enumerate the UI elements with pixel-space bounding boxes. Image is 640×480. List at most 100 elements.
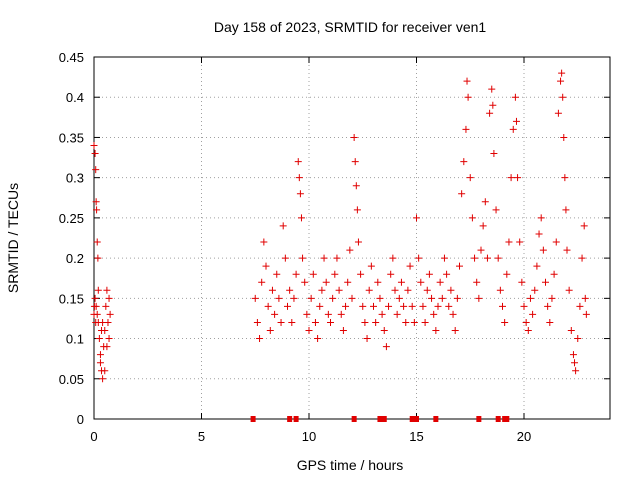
data-point [256, 335, 264, 343]
data-point [440, 254, 448, 262]
data-point [320, 254, 328, 262]
data-point [311, 318, 319, 326]
data-point [430, 310, 438, 318]
data-point [374, 278, 382, 286]
y-axis-label: SRMTID / TECUs [5, 183, 21, 293]
data-point [335, 286, 343, 294]
data-point [91, 294, 99, 302]
data-point [554, 109, 562, 117]
data-point [408, 302, 416, 310]
data-point [288, 318, 296, 326]
data-point [342, 302, 350, 310]
data-point [481, 198, 489, 206]
data-point [93, 238, 101, 246]
data-point [544, 302, 552, 310]
data-point-zero [293, 416, 299, 422]
data-point [520, 302, 528, 310]
data-point [92, 198, 100, 206]
data-point [514, 174, 522, 182]
data-point [434, 302, 442, 310]
x-tick-label: 15 [409, 429, 423, 444]
data-point [542, 278, 549, 286]
data-point [348, 294, 356, 302]
x-tick-label: 0 [90, 429, 97, 444]
plot-frame [93, 56, 611, 420]
data-point [451, 327, 459, 335]
data-point [511, 93, 519, 101]
data-point [400, 302, 408, 310]
data-point [294, 158, 302, 166]
data-point [94, 286, 102, 294]
y-tick-label: 0.25 [59, 211, 84, 226]
data-point-zero [377, 416, 383, 422]
data-point [423, 286, 431, 294]
data-point [421, 318, 429, 326]
data-point [464, 93, 472, 101]
data-point [402, 318, 410, 326]
data-point [102, 302, 110, 310]
data-point [329, 294, 337, 302]
data-point [370, 302, 377, 310]
data-point [339, 327, 347, 335]
data-point [413, 214, 420, 222]
data-point [290, 294, 298, 302]
data-point [522, 318, 530, 326]
data-point [503, 270, 511, 278]
data-point [284, 302, 291, 310]
data-point-zero [476, 416, 482, 422]
data-point [91, 150, 99, 158]
data-point [486, 109, 494, 117]
data-point [529, 310, 537, 318]
data-point [425, 270, 433, 278]
data-point [93, 206, 101, 214]
data-point [565, 286, 573, 294]
data-point [518, 278, 526, 286]
data-point [560, 133, 568, 141]
data-point [333, 254, 341, 262]
data-point [419, 302, 427, 310]
x-axis-label: GPS time / hours [297, 457, 404, 473]
data-point [98, 327, 106, 335]
data-point [99, 318, 107, 326]
data-point [380, 327, 388, 335]
data-point [354, 238, 362, 246]
data-point [475, 294, 483, 302]
data-point [90, 302, 98, 310]
data-point [397, 278, 405, 286]
data-point-zero [495, 416, 501, 422]
data-point [479, 222, 487, 230]
data-point [275, 294, 283, 302]
data-point [483, 254, 491, 262]
data-point [415, 254, 423, 262]
data-point [490, 150, 498, 158]
data-point [436, 278, 444, 286]
data-point [351, 158, 359, 166]
data-point [271, 310, 279, 318]
data-point [299, 254, 307, 262]
data-point [389, 254, 397, 262]
y-tick-label: 0.4 [66, 90, 84, 105]
data-point [447, 286, 455, 294]
data-point [569, 351, 577, 359]
data-point [327, 318, 334, 326]
y-tick-label: 0.45 [59, 50, 84, 65]
data-point [488, 85, 496, 93]
data-point [103, 343, 111, 351]
data-point [445, 302, 453, 310]
data-point [559, 93, 567, 101]
data-point [533, 262, 541, 270]
data-point [268, 286, 276, 294]
data-point [318, 286, 326, 294]
data-point [558, 69, 566, 77]
data-point [344, 278, 352, 286]
data-point-zero [250, 416, 256, 422]
data-point [307, 294, 315, 302]
data-point [363, 335, 371, 343]
data-point [387, 270, 395, 278]
data-point [572, 367, 580, 375]
x-tick-label: 10 [302, 429, 316, 444]
data-point-zero [409, 416, 415, 422]
grid [94, 57, 610, 419]
data-point [460, 158, 468, 166]
